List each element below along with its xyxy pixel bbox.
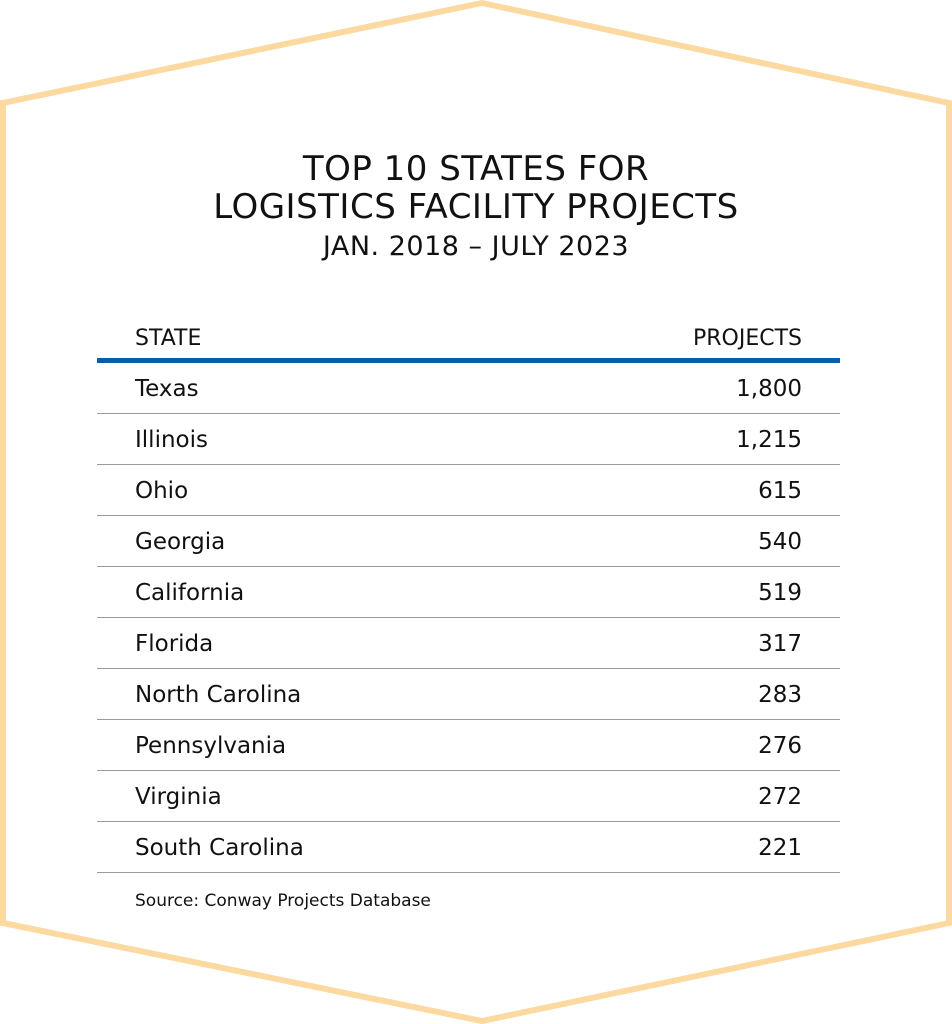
projects-cell: 221 [758, 835, 802, 861]
table-row: Illinois 1,215 [97, 414, 840, 465]
header-projects: PROJECTS [692, 326, 802, 351]
table-header-row: STATE PROJECTS [97, 318, 840, 363]
table-row: North Carolina 283 [97, 669, 840, 720]
projects-cell: 615 [758, 478, 802, 504]
state-cell: Florida [135, 631, 214, 657]
projects-cell: 317 [758, 631, 802, 657]
projects-cell: 276 [758, 733, 802, 759]
state-cell: Ohio [135, 478, 189, 504]
state-cell: California [135, 580, 245, 606]
table-row: Texas 1,800 [97, 363, 840, 414]
projects-table: STATE PROJECTS Texas 1,800 Illinois 1,215 Oh… [97, 318, 840, 873]
state-cell: Georgia [135, 529, 226, 555]
chart-subtitle: JAN. 2018 – JULY 2023 [322, 231, 630, 262]
table-row: Ohio 615 [97, 465, 840, 516]
table-row: Virginia 272 [97, 771, 840, 822]
state-cell: Illinois [135, 427, 208, 453]
projects-cell: 540 [758, 529, 802, 555]
state-cell: Texas [135, 376, 199, 402]
projects-cell: 1,800 [736, 376, 802, 402]
state-cell: South Carolina [135, 835, 304, 861]
projects-cell: 519 [758, 580, 802, 606]
table-row: California 519 [97, 567, 840, 618]
table-row: South Carolina 221 [97, 822, 840, 873]
title-line-2: LOGISTICS FACILITY PROJECTS [213, 187, 739, 227]
state-cell: Virginia [135, 784, 222, 810]
projects-cell: 283 [758, 682, 802, 708]
table-body: Texas 1,800 Illinois 1,215 Ohio 615 Georgia 540… [97, 363, 840, 873]
state-cell: Pennsylvania [135, 733, 287, 759]
table-row: Pennsylvania 276 [97, 720, 840, 771]
projects-cell: 272 [758, 784, 802, 810]
title-line-1: TOP 10 STATES FOR [302, 149, 650, 189]
projects-cell: 1,215 [736, 427, 802, 453]
table-row: Florida 317 [97, 618, 840, 669]
header-state: STATE [135, 326, 202, 351]
table-row: Georgia 540 [97, 516, 840, 567]
source-note: Source: Conway Projects Database [135, 891, 431, 911]
state-cell: North Carolina [135, 682, 302, 708]
chart-title: TOP 10 STATES FOR LOGISTICS FACILITY PRO… [0, 150, 952, 264]
